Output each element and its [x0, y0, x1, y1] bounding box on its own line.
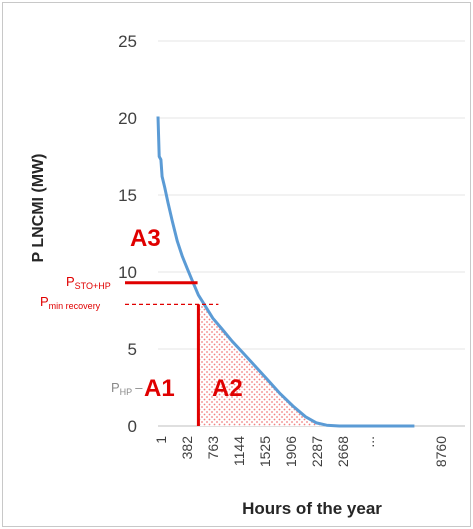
y-tick-label: 5: [128, 340, 137, 359]
y-tick-label: 15: [118, 186, 137, 205]
label-a2: A2: [212, 375, 243, 402]
p-min-main: P: [40, 294, 49, 309]
area-a2-region: [198, 304, 415, 426]
p-min-sub: min recovery: [49, 301, 101, 311]
y-tick-label: 0: [128, 417, 137, 436]
y-tick-label: 10: [118, 263, 137, 282]
label-p-min-recovery: Pmin recovery: [40, 294, 101, 311]
x-tick-label: ...: [361, 436, 377, 448]
label-p-sto-hp: PSTO+HP: [66, 274, 111, 291]
x-tick-label: 1906: [283, 436, 299, 467]
x-tick-label: 2668: [335, 436, 351, 467]
x-tick-label: 1: [153, 436, 169, 444]
label-a3: A3: [130, 225, 161, 252]
x-tick-label: 1525: [257, 436, 273, 467]
y-tick-label: 20: [118, 109, 137, 128]
area-a2: [198, 304, 415, 426]
label-a1: A1: [144, 375, 175, 402]
y-axis-ticks: 0 5 10 15 20 25: [118, 32, 137, 436]
series-line-path: [156, 116, 415, 428]
p-hp-sub: HP: [120, 387, 133, 397]
annotation-markers: [125, 281, 219, 426]
y-tick-label: 25: [118, 32, 137, 51]
y-axis-title: P LNCMI (MW): [30, 153, 47, 262]
load-duration-chart: 0 5 10 15 20 25 1 382 763 1144 1525 1906 2287 2668..…: [30, 32, 465, 518]
x-axis-ticks: 1 382 763 1144 1525 1906 2287 2668... 8760: [153, 436, 449, 467]
x-tick-label: 382: [179, 436, 195, 460]
x-axis-title: Hours of the year: [242, 499, 382, 518]
series-line: [156, 116, 415, 428]
p-hp-dash: –: [135, 380, 143, 395]
x-tick-label: 8760: [433, 436, 449, 467]
x-tick-label: 1144: [231, 436, 247, 466]
label-p-hp: PHP –: [111, 380, 143, 397]
p-sto-hp-sub: STO+HP: [75, 281, 111, 291]
x-tick-label: 763: [205, 436, 221, 460]
x-tick-label: 2287: [309, 436, 325, 467]
p-sto-hp-main: P: [66, 274, 75, 289]
p-hp-main: P: [111, 380, 120, 395]
